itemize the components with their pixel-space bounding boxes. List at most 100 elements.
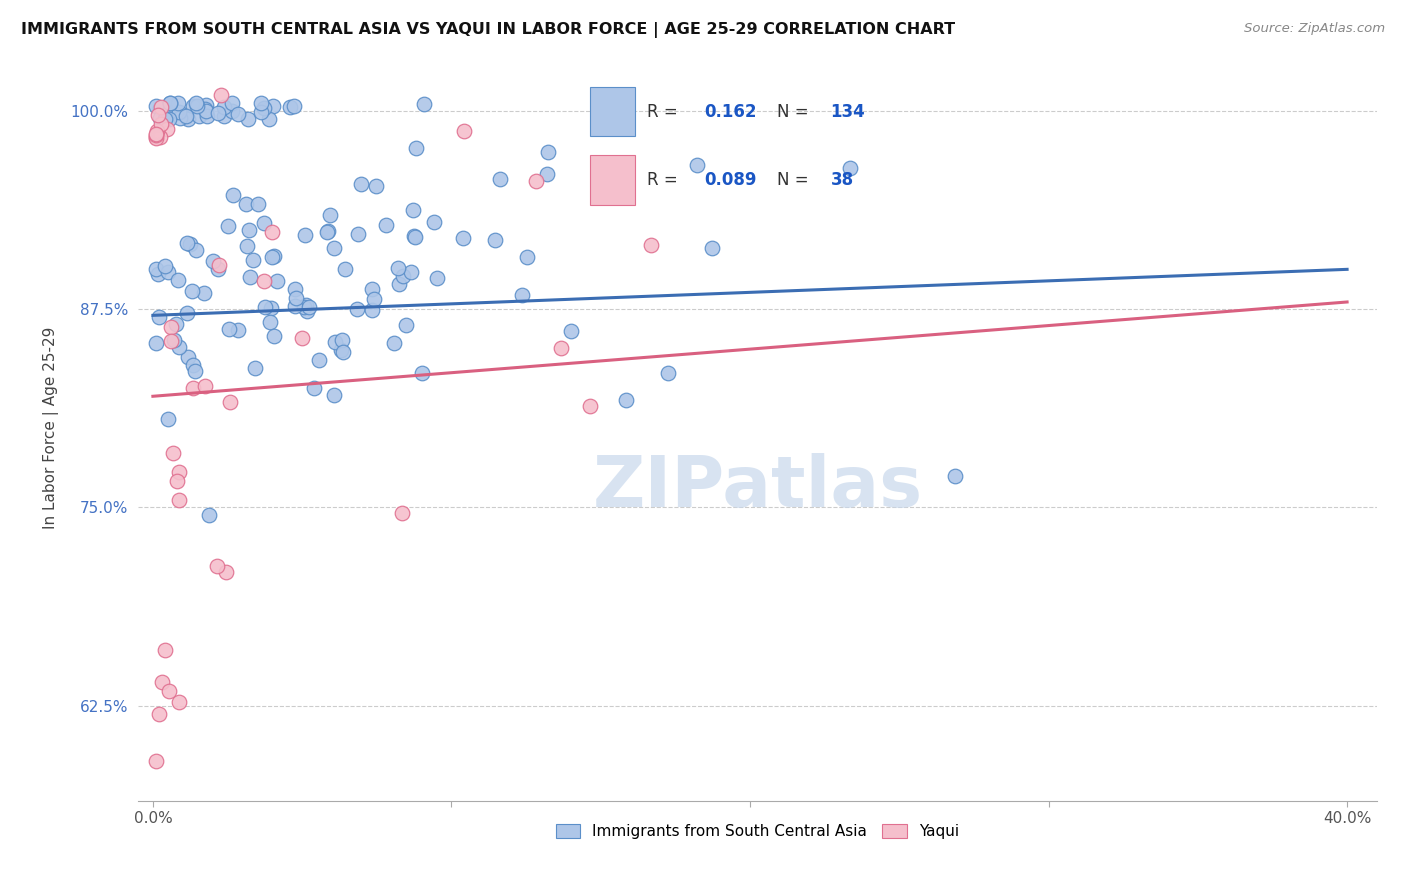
Point — [145, 131, 167, 145]
Point — [208, 258, 231, 272]
Point — [156, 107, 179, 121]
Point — [149, 130, 172, 145]
Point — [149, 117, 172, 131]
Point — [266, 274, 288, 288]
Point — [157, 112, 180, 126]
Point — [330, 333, 353, 347]
Point — [263, 249, 285, 263]
Point — [489, 172, 512, 186]
Point — [181, 99, 204, 113]
Point — [145, 99, 167, 113]
Point — [235, 238, 257, 252]
Point — [176, 305, 198, 319]
Point — [316, 225, 339, 239]
Point — [194, 98, 217, 112]
Point — [318, 208, 340, 222]
Point — [165, 318, 187, 332]
Point — [536, 167, 558, 181]
Point — [284, 299, 307, 313]
Point — [160, 320, 183, 334]
Point — [262, 225, 284, 239]
Point — [169, 466, 191, 480]
Point — [375, 218, 398, 232]
Point — [391, 506, 413, 520]
Point — [150, 674, 173, 689]
Point — [145, 129, 167, 144]
Point — [262, 99, 284, 113]
Point — [291, 331, 314, 345]
Point — [388, 277, 411, 292]
Point — [238, 270, 260, 285]
Point — [145, 336, 167, 351]
Point — [259, 112, 281, 126]
Point — [186, 99, 208, 113]
Point — [657, 366, 679, 380]
Point — [184, 95, 207, 110]
Point — [247, 197, 270, 211]
Point — [162, 446, 184, 460]
Point — [219, 394, 242, 409]
Point — [226, 107, 249, 121]
Point — [167, 105, 190, 120]
Point — [361, 282, 384, 296]
Point — [346, 301, 368, 316]
Point — [304, 382, 326, 396]
Point — [226, 322, 249, 336]
Point — [166, 474, 188, 488]
Point — [484, 233, 506, 247]
Text: ZIPatlas: ZIPatlas — [592, 453, 922, 522]
Point — [308, 353, 330, 368]
Point — [179, 237, 201, 252]
Point — [146, 124, 169, 138]
Point — [167, 273, 190, 287]
Point — [686, 158, 709, 172]
Point — [404, 230, 426, 244]
Point — [167, 492, 190, 507]
Point — [423, 215, 446, 229]
Point — [153, 643, 176, 657]
Point — [148, 706, 170, 721]
Point — [215, 565, 238, 579]
Point — [181, 358, 204, 372]
Point — [550, 341, 572, 355]
Point — [146, 268, 169, 282]
Point — [183, 364, 205, 378]
Point — [347, 227, 370, 241]
Point — [187, 109, 209, 123]
Point — [153, 259, 176, 273]
Point — [236, 112, 259, 126]
Point — [207, 105, 229, 120]
Point — [260, 250, 283, 264]
Point — [323, 388, 346, 402]
Point — [176, 235, 198, 250]
Point — [363, 293, 385, 307]
Point — [285, 291, 308, 305]
Point — [169, 111, 191, 125]
Point — [402, 203, 425, 218]
Point — [283, 99, 305, 113]
Point — [451, 231, 474, 245]
Point — [150, 100, 173, 114]
Point — [181, 381, 204, 395]
Point — [156, 412, 179, 426]
Point — [221, 103, 243, 118]
Point — [194, 102, 217, 116]
Point — [536, 145, 558, 159]
Point — [395, 318, 418, 332]
Point — [323, 241, 346, 255]
Point — [209, 87, 232, 102]
Point — [177, 112, 200, 126]
Point — [217, 219, 239, 234]
Point — [169, 340, 191, 354]
Point — [167, 695, 190, 709]
Point — [295, 298, 318, 312]
Text: IMMIGRANTS FROM SOUTH CENTRAL ASIA VS YAQUI IN LABOR FORCE | AGE 25-29 CORRELATI: IMMIGRANTS FROM SOUTH CENTRAL ASIA VS YA… — [21, 22, 955, 38]
Point — [510, 287, 533, 301]
Point — [205, 559, 228, 574]
Point — [222, 188, 245, 202]
Point — [316, 224, 339, 238]
Point — [263, 328, 285, 343]
Point — [149, 101, 172, 115]
Point — [323, 334, 346, 349]
Point — [148, 310, 170, 325]
